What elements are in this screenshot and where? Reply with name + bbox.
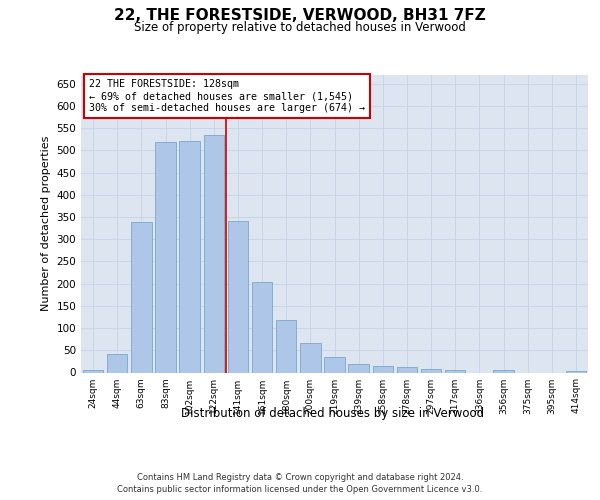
Y-axis label: Number of detached properties: Number of detached properties <box>41 136 51 312</box>
Bar <box>252 282 272 372</box>
Bar <box>276 320 296 372</box>
Bar <box>566 370 586 372</box>
Bar <box>349 364 369 372</box>
Text: 22 THE FORESTSIDE: 128sqm
← 69% of detached houses are smaller (1,545)
30% of se: 22 THE FORESTSIDE: 128sqm ← 69% of detac… <box>89 80 365 112</box>
Bar <box>83 370 103 372</box>
Text: 22, THE FORESTSIDE, VERWOOD, BH31 7FZ: 22, THE FORESTSIDE, VERWOOD, BH31 7FZ <box>114 8 486 22</box>
Text: Distribution of detached houses by size in Verwood: Distribution of detached houses by size … <box>181 408 485 420</box>
Bar <box>179 141 200 372</box>
Bar <box>131 222 152 372</box>
Bar <box>203 135 224 372</box>
Bar <box>227 220 248 372</box>
Bar <box>155 142 176 372</box>
Bar <box>107 354 127 372</box>
Text: Contains HM Land Registry data © Crown copyright and database right 2024.: Contains HM Land Registry data © Crown c… <box>137 472 463 482</box>
Bar <box>493 370 514 372</box>
Bar <box>300 343 320 372</box>
Bar <box>397 367 417 372</box>
Text: Contains public sector information licensed under the Open Government Licence v3: Contains public sector information licen… <box>118 485 482 494</box>
Bar <box>421 369 442 372</box>
Bar <box>445 370 466 372</box>
Bar <box>324 356 345 372</box>
Text: Size of property relative to detached houses in Verwood: Size of property relative to detached ho… <box>134 21 466 34</box>
Bar <box>373 366 393 372</box>
